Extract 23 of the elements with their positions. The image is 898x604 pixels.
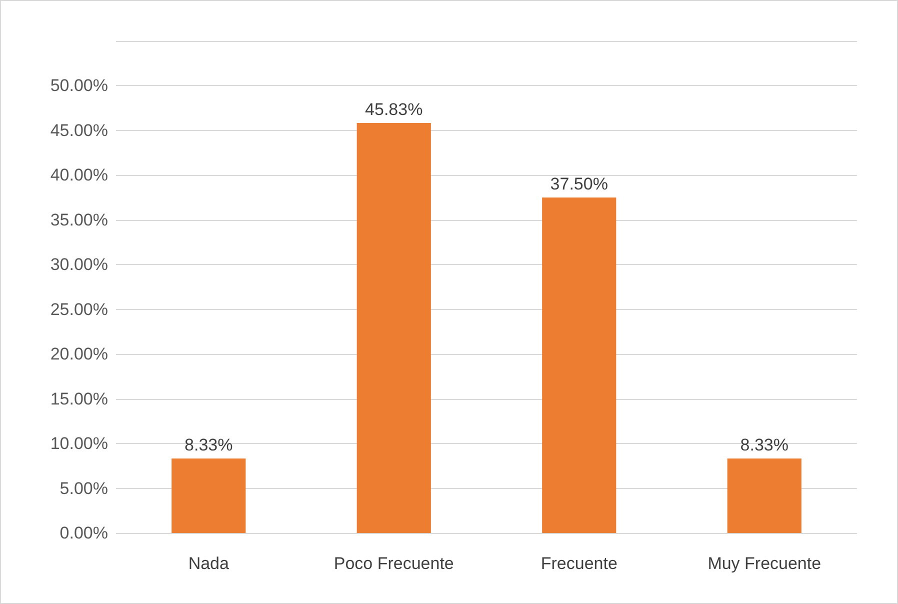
bar: [356, 123, 431, 533]
data-label: 8.33%: [184, 435, 233, 454]
data-label: 45.83%: [365, 100, 423, 120]
x-tick-label: Nada: [188, 554, 230, 573]
data-label: 37.50%: [550, 174, 608, 194]
y-tick-label: 50.00%: [50, 76, 108, 96]
x-tick-label: Frecuente: [540, 554, 618, 573]
bar: [727, 458, 802, 533]
x-tick-label: Poco Frecuente: [334, 554, 454, 573]
y-tick-label: 25.00%: [50, 300, 108, 319]
y-tick-label: 0.00%: [60, 524, 108, 542]
data-label: 8.33%: [740, 435, 788, 454]
bar: [542, 198, 616, 533]
x-tick-label: Muy Frecuente: [708, 554, 822, 573]
y-tick-label: 30.00%: [50, 255, 108, 274]
y-tick-label: 20.00%: [50, 344, 108, 364]
y-tick-label: 15.00%: [50, 389, 108, 408]
y-tick-label: 45.00%: [50, 120, 108, 140]
y-tick-label: 35.00%: [50, 210, 108, 230]
y-tick-label: 40.00%: [50, 166, 108, 185]
y-tick-label: 5.00%: [60, 478, 108, 498]
bar: [172, 458, 246, 533]
y-tick-label: 10.00%: [50, 434, 108, 454]
